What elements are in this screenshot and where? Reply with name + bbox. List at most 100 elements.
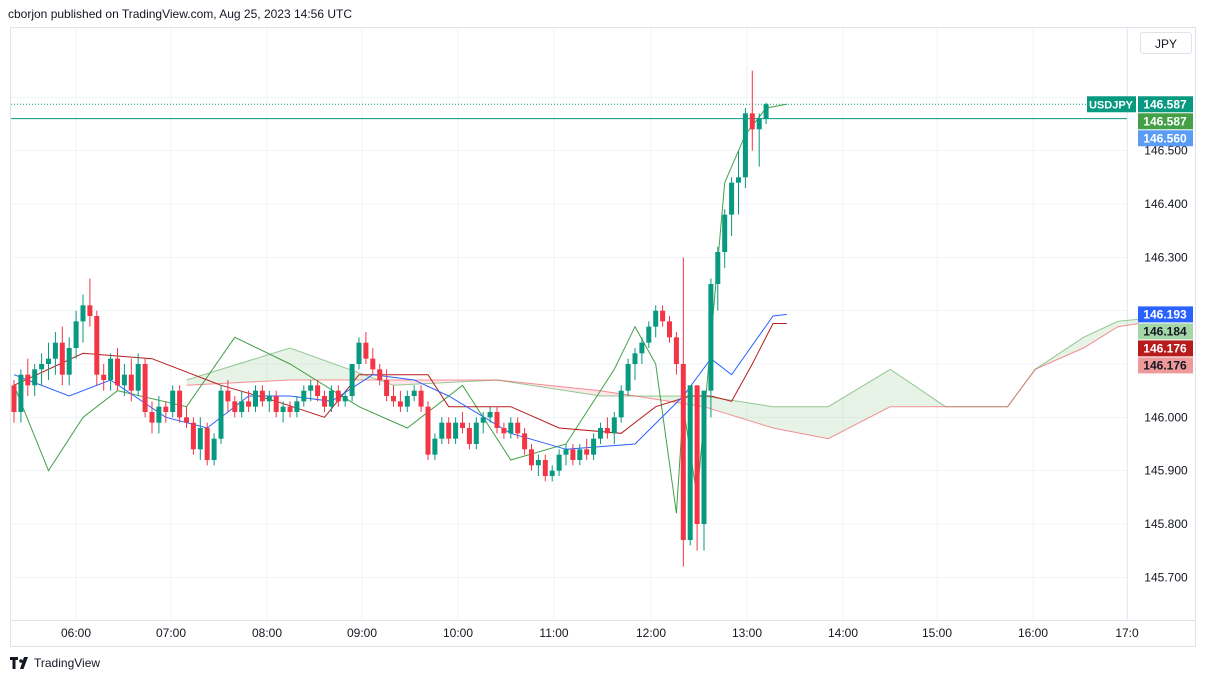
price-label-bg — [1138, 96, 1193, 113]
candle-body — [660, 310, 666, 322]
cloud-segment — [790, 406, 794, 432]
senkou-span-a-line — [186, 318, 1139, 408]
candle-body — [480, 417, 486, 423]
cloud-segment — [921, 390, 925, 407]
cloud-segment — [655, 396, 660, 400]
cloud-segment — [234, 364, 239, 383]
cloud-segment — [317, 357, 322, 380]
candle-body — [508, 422, 514, 434]
candle-body — [632, 353, 638, 364]
candle-body — [411, 390, 417, 396]
price-label: 146.587 — [1143, 114, 1187, 128]
symbol-label: USDJPY — [1089, 99, 1134, 111]
candle-body — [87, 305, 93, 316]
price-label-bg — [1138, 306, 1193, 323]
candle-body — [349, 364, 355, 396]
candle-body — [266, 396, 272, 402]
cloud-segment — [852, 390, 856, 427]
cloud-segment — [300, 351, 304, 380]
candle-body — [604, 428, 610, 434]
time-tick-label: 06:00 — [61, 626, 91, 640]
candle-body — [618, 390, 624, 418]
candle-body — [315, 385, 321, 396]
cloud-segment — [779, 406, 784, 430]
cloud-segment — [1076, 339, 1081, 352]
cloud-segment — [1124, 320, 1129, 326]
candle-body — [322, 396, 327, 407]
cloud-segment — [424, 380, 428, 384]
cloud-segment — [735, 400, 739, 418]
cloud-segment — [590, 389, 594, 395]
cloud-segment — [762, 405, 767, 426]
candle-body — [335, 390, 341, 402]
cloud-segment — [859, 385, 863, 423]
cloud-segment — [327, 361, 332, 380]
candle-body — [542, 460, 548, 476]
candle-body — [611, 417, 617, 434]
cloud-segment — [231, 365, 235, 384]
cloud-segment — [783, 406, 787, 431]
cloud-segment — [710, 397, 715, 410]
price-tick-label: 145.700 — [1144, 570, 1188, 584]
cloud-segment — [752, 403, 756, 423]
cloud-segment — [928, 395, 932, 407]
cloud-segment — [724, 399, 729, 415]
price-label-bg — [1138, 113, 1193, 130]
price-labels: USDJPY 146.587 146.587 146.560 146.193 146.18… — [1087, 96, 1193, 374]
candle-body — [204, 428, 210, 460]
candle-body — [142, 364, 148, 412]
cloud-segment — [341, 366, 346, 380]
time-tick-label: 15:00 — [922, 626, 952, 640]
candle-body — [163, 406, 169, 412]
cloud-segment — [1135, 319, 1139, 324]
cloud-segment — [438, 380, 442, 384]
candle-body — [73, 321, 79, 348]
cloud-segment — [193, 376, 197, 385]
candle-body — [432, 438, 438, 455]
candle-body — [115, 358, 120, 386]
cloud-segment — [403, 380, 408, 385]
cloud-segment — [224, 367, 228, 384]
cloud-segment — [441, 380, 446, 383]
candle-body — [425, 406, 431, 455]
cloud-segment — [314, 356, 318, 380]
cloud-segment — [728, 399, 732, 416]
published-caption: cborjon published on TradingView.com, Au… — [8, 7, 353, 21]
cloud-segment — [334, 364, 339, 380]
price-label-bg — [1138, 130, 1193, 147]
candle-body — [328, 390, 334, 407]
candle-body — [722, 214, 728, 252]
candle-body — [384, 380, 390, 396]
cloud-segment — [776, 406, 780, 430]
cloud-segment — [321, 359, 325, 380]
cloud-segment — [1097, 329, 1101, 340]
cloud-segment — [662, 396, 667, 401]
price-tick-label: 146.300 — [1144, 250, 1188, 264]
cloud-segment — [324, 360, 328, 380]
candle-body — [246, 401, 252, 407]
cloud-segment — [741, 401, 746, 420]
cloud-segment — [814, 406, 818, 437]
cloud-segment — [276, 351, 280, 381]
currency-button[interactable]: JPY — [1140, 32, 1192, 54]
cloud-segment — [272, 352, 277, 381]
candle-body — [756, 118, 762, 130]
cloud-segment — [559, 386, 563, 391]
cloud-segment — [911, 383, 915, 407]
indicator-lines — [11, 103, 1139, 514]
time-tick-label: 11:00 — [539, 626, 568, 640]
price-label-bg — [1138, 340, 1193, 357]
candle-body — [522, 433, 528, 450]
time-tick-label: 09:00 — [347, 626, 377, 640]
candle-body — [370, 358, 376, 370]
price-tick-label: 146.400 — [1144, 197, 1188, 211]
time-tick-label: 16:00 — [1018, 626, 1048, 640]
cloud-segment — [1073, 341, 1077, 353]
price-tick-label: 145.900 — [1144, 464, 1188, 478]
cloud-segment — [842, 396, 846, 432]
candle-body — [52, 342, 58, 359]
grid-lines — [11, 28, 1128, 620]
candle-body — [529, 449, 534, 466]
cloud-segment — [917, 388, 922, 407]
